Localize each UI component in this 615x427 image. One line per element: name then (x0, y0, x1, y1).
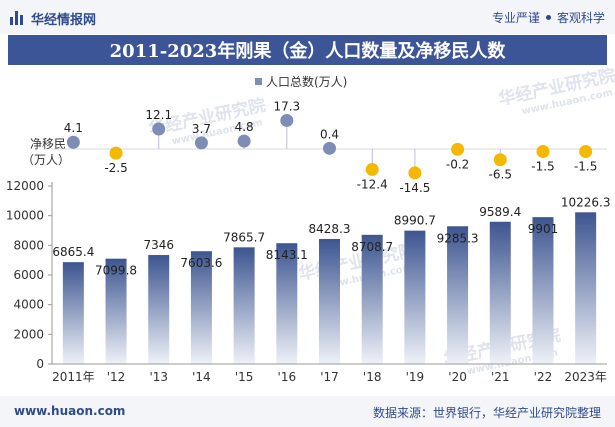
bar-value-label: 7603.6 (180, 256, 222, 270)
x-tick-label: 2011年 (52, 370, 95, 384)
migration-value-label: -14.5 (399, 181, 430, 195)
migration-point (280, 113, 294, 127)
population-bar (489, 221, 511, 364)
x-tick-label: '12 (107, 370, 126, 384)
population-bar (447, 226, 469, 364)
bar-value-label: 9901 (528, 222, 559, 236)
legend-swatch (255, 78, 262, 85)
migration-value-label: 17.3 (273, 99, 300, 113)
migration-value-label: -12.4 (357, 177, 388, 191)
bar-value-label: 7346 (143, 238, 174, 252)
chart-canvas: 华经产业研究院www.huaon.com华经产业研究院www.huaon.com… (6, 65, 615, 384)
bar-value-label: 6865.4 (52, 245, 94, 259)
footer: www.huaon.com 数据来源：世界银行，华经产业研究院整理 (0, 396, 615, 427)
bar-value-label: 8143.1 (266, 248, 308, 262)
bar-value-label: 7099.8 (95, 264, 137, 278)
migration-value-label: 3.7 (192, 122, 211, 136)
brand-name: 华经情报网 (31, 12, 97, 28)
x-tick-label: '22 (534, 370, 553, 384)
migration-value-label: 12.1 (145, 108, 172, 122)
bar-value-label: 10226.3 (561, 195, 611, 209)
top-bar: 华经情报网 专业严谨 客观科学 (0, 0, 615, 34)
migration-value-label: -0.2 (446, 157, 469, 171)
migration-value-label: -2.5 (104, 161, 127, 175)
bar-value-label: 8990.7 (394, 214, 436, 228)
tagline: 专业严谨 客观科学 (492, 9, 605, 26)
y-tick-label: 12000 (6, 179, 44, 193)
brand[interactable]: 华经情报网 (10, 9, 97, 28)
population-bar (62, 262, 84, 364)
bar-value-label: 9589.4 (479, 205, 521, 219)
legend-label: 人口总数(万人) (266, 74, 347, 89)
migration-point (66, 135, 80, 149)
y-tick-label: 4000 (13, 298, 44, 312)
population-bar (105, 258, 127, 364)
migration-point (152, 122, 166, 136)
migration-axis-label: 净移民（万人） (22, 137, 70, 167)
net-migration-scatter: 净移民（万人） 4.1 -2.5 12.1 3.7 4.8 17.3 0.4 -12.4 -14.… (22, 99, 607, 195)
migration-point (408, 166, 422, 180)
migration-point (237, 134, 251, 148)
x-tick-label: '18 (363, 370, 382, 384)
x-tick-label: '13 (149, 370, 168, 384)
population-bar (233, 247, 255, 364)
separator-dot-icon (545, 15, 551, 20)
bar-chart-logo-icon (10, 11, 24, 25)
x-tick-label: 2023年 (564, 370, 607, 384)
x-tick-label: '16 (278, 370, 297, 384)
bar-value-label: 7865.7 (223, 230, 265, 244)
y-tick-label: 6000 (13, 268, 44, 282)
tagline-left: 专业严谨 (491, 11, 540, 25)
migration-point (194, 136, 208, 150)
population-bar (575, 212, 597, 364)
migration-point (579, 144, 593, 158)
legend: 人口总数(万人) (255, 74, 347, 89)
bar-value-label: 9285.3 (437, 231, 479, 245)
migration-value-label: 4.1 (64, 121, 83, 135)
tagline-right: 客观科学 (556, 11, 605, 25)
migration-value-label: -6.5 (489, 168, 512, 182)
migration-value-label: 4.8 (235, 120, 254, 134)
footer-website-link[interactable]: www.huaon.com (14, 404, 126, 418)
x-tick-label: '21 (491, 370, 510, 384)
x-tick-label: '17 (320, 370, 339, 384)
population-bar (190, 251, 212, 364)
migration-point (451, 142, 465, 156)
population-bar (361, 234, 383, 364)
migration-point (365, 162, 379, 176)
y-tick-label: 10000 (6, 209, 44, 223)
population-bar (532, 217, 554, 364)
population-bar (319, 238, 340, 364)
bar-value-label: 8428.3 (309, 222, 351, 236)
data-source: 数据来源：世界银行，华经产业研究院整理 (372, 406, 601, 420)
y-tick-label: 2000 (13, 327, 44, 341)
population-bar (404, 230, 426, 364)
y-tick-label: 8000 (13, 238, 44, 252)
population-bar (148, 255, 170, 364)
axes: 0 2000 4000 6000 8000 10000 12000 2011年 '12 '13 '1… (6, 179, 607, 384)
x-tick-label: '19 (406, 370, 425, 384)
migration-value-label: 0.4 (320, 127, 339, 141)
bar-value-label: 8708.7 (351, 240, 393, 254)
migration-point (323, 141, 336, 155)
population-bar (276, 243, 298, 364)
x-tick-label: '15 (235, 370, 254, 384)
migration-value-label: -1.5 (574, 159, 597, 173)
migration-value-label: -1.5 (531, 159, 554, 173)
migration-point (536, 144, 550, 158)
x-tick-label: '20 (448, 370, 467, 384)
chart-title: 2011-2023年刚果（金）人口数量及净移民人数 (8, 35, 607, 65)
y-tick-label: 0 (36, 357, 44, 371)
migration-point (493, 153, 507, 167)
x-tick-label: '14 (192, 370, 211, 384)
migration-point (109, 146, 123, 160)
